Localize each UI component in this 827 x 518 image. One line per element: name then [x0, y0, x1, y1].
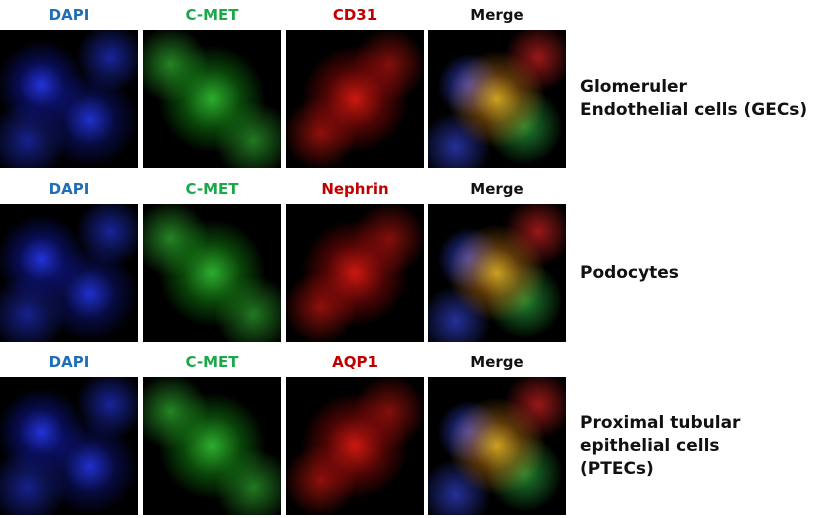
micrograph — [143, 30, 281, 168]
label-line: Proximal tubular — [580, 412, 741, 433]
cell-type-label: Podocytes — [580, 262, 679, 285]
micrograph — [286, 204, 424, 342]
micrograph — [0, 30, 138, 168]
label-line: epithelial cells — [580, 435, 720, 456]
channel-header: DAPI — [48, 353, 90, 371]
micrograph — [143, 204, 281, 342]
micrograph — [0, 204, 138, 342]
label-line: Endothelial cells (GECs) — [580, 100, 808, 120]
micrograph — [286, 377, 424, 515]
channel-header: DAPI — [48, 6, 90, 24]
cell-type-label: Glomeruler Endothelial cells (GECs) — [580, 76, 807, 122]
channel-header: C-MET — [185, 6, 239, 24]
micrograph — [143, 377, 281, 515]
channel-header: Merge — [470, 353, 524, 371]
channel-header: CD31 — [332, 6, 378, 24]
channel-header: C-MET — [185, 180, 239, 198]
channel-header: DAPI — [48, 180, 90, 198]
micrograph — [428, 377, 566, 515]
label-line: (PTECs) — [580, 458, 654, 479]
channel-header: C-MET — [185, 353, 239, 371]
channel-header: AQP1 — [332, 353, 378, 371]
micrograph — [0, 377, 138, 515]
micrograph — [286, 30, 424, 168]
channel-header: Merge — [470, 180, 524, 198]
micrograph — [428, 30, 566, 168]
label-line: Glomeruler — [580, 77, 687, 97]
channel-header: Merge — [470, 6, 524, 24]
channel-header: Nephrin — [321, 180, 389, 198]
micrograph — [428, 204, 566, 342]
cell-type-label: Proximal tubular epithelial cells (PTECs) — [580, 412, 740, 481]
label-line: Podocytes — [580, 262, 679, 283]
